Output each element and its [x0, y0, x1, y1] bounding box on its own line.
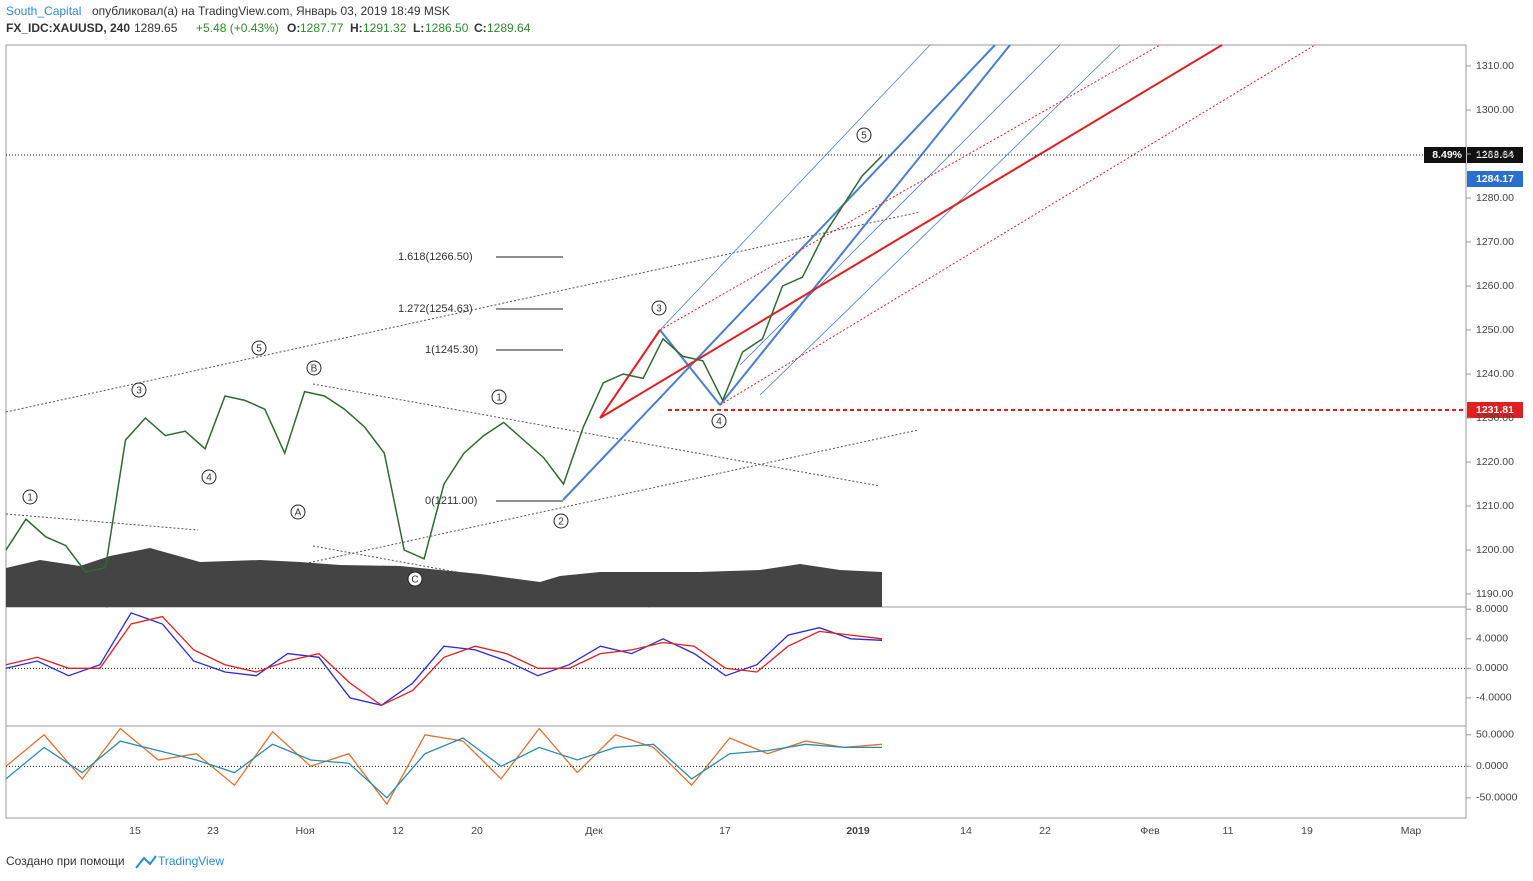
- wave-circle: [251, 340, 267, 356]
- series-line: [5, 737, 882, 799]
- ohlc-item: 1289.64: [487, 21, 531, 35]
- y-tick-label: 4.0000: [1476, 633, 1508, 645]
- wave-circle: [856, 127, 872, 143]
- footer-brand[interactable]: TradingView: [158, 854, 224, 868]
- last-price: 1289.64: [1476, 149, 1514, 161]
- x-tick-label: Фев: [1140, 825, 1160, 837]
- fib-label: 0(1211.00): [425, 495, 477, 507]
- x-tick-label: 19: [1301, 825, 1313, 837]
- fib-label: 1(1245.30): [425, 344, 478, 356]
- series-line: [5, 727, 883, 806]
- ohlc-item: H:: [350, 21, 363, 35]
- y-tick-label: 1230.00: [1476, 412, 1514, 424]
- x-tick-label: 12: [392, 825, 404, 837]
- wave-circle: [306, 360, 322, 376]
- wave-label: 3: [136, 386, 142, 397]
- pct-badge: [1424, 147, 1466, 163]
- wave-circle: [201, 469, 217, 485]
- x-tick-label: 22: [1039, 825, 1051, 837]
- wave-circle: [22, 489, 38, 505]
- last: 1289.65: [134, 21, 178, 35]
- y-tick-label: 1220.00: [1476, 456, 1514, 468]
- y-tick-label: 1200.00: [1476, 544, 1514, 556]
- published: опубликовал(а) на TradingView.com, Январ…: [92, 4, 450, 18]
- ohlc-item: 1287.77: [300, 21, 344, 35]
- level-badge: [1467, 402, 1523, 418]
- symbol: FX_IDC:XAUUSD, 240: [6, 21, 130, 35]
- pct-label: 8.49%: [1432, 149, 1462, 161]
- x-tick-label: 14: [960, 825, 972, 837]
- wave-label: B: [311, 364, 318, 375]
- wave-label: 5: [861, 131, 867, 142]
- footer-text: Создано при помощи: [6, 854, 125, 868]
- y-tick-label: 0.0000: [1476, 662, 1508, 674]
- y-tick-label: 1280.00: [1476, 192, 1514, 204]
- last-badge: [1467, 147, 1523, 163]
- y-tick-label: -50.0000: [1476, 792, 1518, 804]
- ohlc-item: C:: [474, 21, 487, 35]
- wave-labels: 1 3 4 5 A B C 1 2 3 4 5: [22, 127, 872, 587]
- series-line: [5, 612, 883, 707]
- x-tick-label: 2019: [846, 825, 870, 837]
- x-tick-label: 17: [719, 825, 731, 837]
- y-tick-label: 1310.00: [1476, 60, 1514, 72]
- wave-label: 1: [27, 493, 33, 504]
- x-tick-label: 11: [1223, 825, 1234, 837]
- wave-label: A: [295, 508, 302, 519]
- x-tick-label: 15: [129, 825, 141, 837]
- line-price: 1284.17: [1476, 173, 1514, 185]
- y-tick-label: 0.0000: [1476, 760, 1508, 772]
- x-tick-label: Дек: [585, 825, 603, 837]
- wave-circle: [711, 413, 727, 429]
- wave-circle: [553, 513, 569, 529]
- ohlc-item: O:: [287, 21, 300, 35]
- y-tick-label: 1260.00: [1476, 280, 1514, 292]
- level-price: 1231.81: [1476, 404, 1514, 416]
- ohlc-item: L:: [413, 21, 424, 35]
- ohlc-item: 1286.50: [425, 21, 469, 35]
- panes-frame: [5, 44, 1467, 819]
- wave-circle: [651, 300, 667, 316]
- y-tick-label: 8.0000: [1476, 603, 1508, 615]
- wave-circle: [290, 504, 306, 520]
- x-tick-label: 23: [207, 825, 219, 837]
- y-tick-label: -4.0000: [1476, 692, 1512, 704]
- wave-label: 4: [716, 417, 722, 428]
- fib-label: 1.618(1266.50): [398, 251, 473, 263]
- wave-label: 4: [206, 473, 212, 484]
- y-tick-label: 1290.00: [1476, 148, 1514, 160]
- y-tick-label: 1270.00: [1476, 236, 1514, 248]
- fib-label: 1.272(1254.63): [398, 303, 473, 315]
- y-tick-label: 50.0000: [1476, 729, 1514, 741]
- wave-label: 1: [496, 393, 502, 404]
- logo: [135, 855, 157, 869]
- x-tick-label: Ноя: [295, 825, 314, 837]
- y-tick-label: 1190.00: [1476, 588, 1513, 600]
- y-tick-label: 1300.00: [1476, 104, 1514, 116]
- author[interactable]: South_Capital: [6, 4, 81, 18]
- y-tick-label: 1250.00: [1476, 324, 1514, 336]
- ohlc: O: 1287.77 H: 1291.32 L: 1286.50 C: 1289.64: [287, 21, 531, 35]
- series-line: [5, 615, 883, 707]
- wave-label: 2: [558, 517, 564, 528]
- ohlc-item: 1291.32: [363, 21, 407, 35]
- wave-circle: [407, 571, 423, 587]
- series-line: [5, 155, 883, 573]
- wave-circle: [131, 382, 147, 398]
- wave-label: 3: [656, 304, 662, 315]
- wave-label: 5: [256, 344, 262, 355]
- drawings: [5, 44, 1466, 608]
- wave-circle: [491, 389, 507, 405]
- y-tick-label: 1210.00: [1476, 500, 1514, 512]
- change: +5.48 (+0.43%): [196, 21, 279, 35]
- x-tick-label: Мар: [1401, 825, 1422, 837]
- y-tick-label: 1240.00: [1476, 368, 1514, 380]
- line-badge: [1467, 171, 1523, 187]
- x-tick-label: 20: [471, 825, 483, 837]
- wave-label: C: [411, 575, 418, 586]
